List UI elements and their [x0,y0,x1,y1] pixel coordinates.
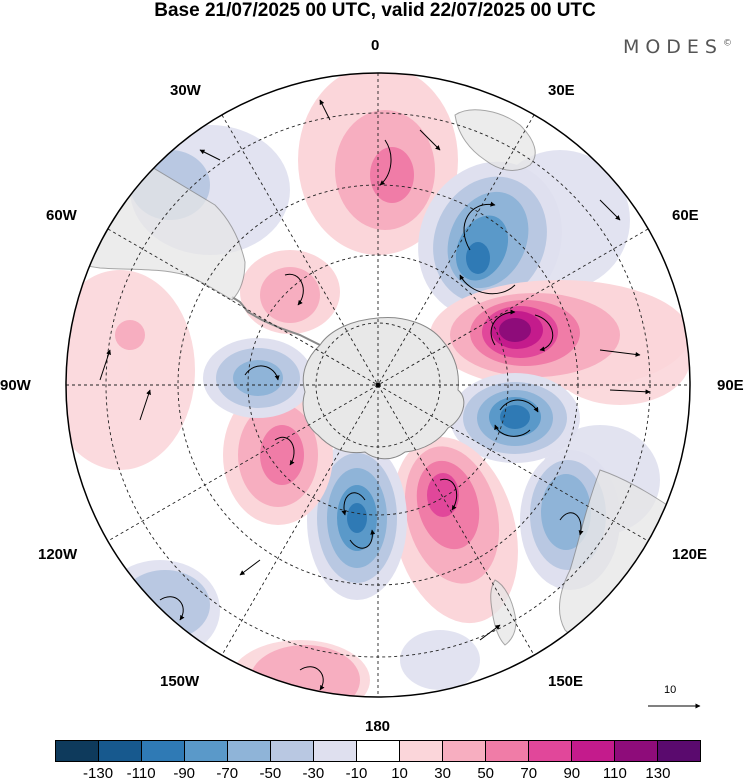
legend-swatch [442,741,485,761]
color-legend-bar [55,740,701,762]
legend-swatch [184,741,227,761]
color-legend-ticks: -130 -110 -90 -70 -50 -30 -10 10 30 50 70 90 110 130 [0,765,750,783]
legend-tick-label: 70 [520,765,538,782]
lon-label-90e: 90E [717,377,744,394]
lon-label-120e: 120E [672,546,708,563]
modes-brand-logo: MODES© [623,36,732,58]
legend-tick-label: 90 [563,765,581,782]
lon-label-180: 180 [365,718,391,735]
legend-swatch [56,741,98,761]
legend-tick-label: -130 [83,765,114,782]
legend-tick-label: -10 [345,765,368,782]
legend-swatch [528,741,571,761]
legend-tick-label: -50 [259,765,282,782]
anomaly-negative-140w [120,570,210,640]
legend-swatch [270,741,313,761]
legend-swatch [485,741,528,761]
lon-label-60e: 60E [672,207,699,224]
brand-text: MODES [622,36,723,58]
anomaly-positive-85w [115,320,145,350]
legend-swatch [657,741,700,761]
reference-vector-label: 10 [664,684,677,696]
antarctic-peninsula [231,296,321,346]
anomaly-positive-125w [223,385,333,525]
lon-label-150e: 150E [548,673,584,690]
map-border [65,72,691,698]
legend-swatch [614,741,657,761]
legend-swatch [399,741,442,761]
map-title: Base 21/07/2025 00 UTC, valid 22/07/2025… [154,0,596,21]
lon-label-150w: 150W [160,673,200,690]
wind-vectors [99,99,651,691]
legend-swatch [571,741,614,761]
lon-label-30e: 30E [548,82,575,99]
copyright-mark: © [723,38,732,49]
anomaly-negative-170w [307,440,407,600]
map-disc-content [66,73,690,697]
south-pole-marker [375,382,381,388]
legend-tick-label: -110 [126,765,156,782]
legend-tick-label: 30 [434,765,451,782]
legend-swatch [313,741,356,761]
legend-tick-label: 110 [602,765,627,782]
anomaly-negative-100e [450,373,580,463]
anomaly-negative-90w [203,338,313,418]
legend-tick-label: -90 [173,765,196,782]
legend-tick-label: 10 [391,765,408,782]
legend-tick-label: 50 [477,765,494,782]
anomaly-positive-155e [392,436,518,624]
legend-swatch [141,741,184,761]
legend-tick-label: -70 [216,765,239,782]
lon-label-120w: 120W [38,546,78,563]
legend-swatch [98,741,141,761]
anomaly-positive-75e [430,280,690,390]
anomaly-positive-55w [240,250,340,334]
lon-label-60w: 60W [46,207,77,224]
africa-landmass [454,109,536,171]
lon-label-0: 0 [371,37,380,54]
legend-swatch [227,741,270,761]
anomaly-positive-160w [250,645,360,697]
legend-tick-label: -30 [302,765,325,782]
lon-label-90w: 90W [0,377,31,394]
legend-swatch [356,741,399,761]
anomaly-negative-45e [418,161,562,319]
legend-tick-label: 130 [645,765,671,782]
lon-label-30w: 30W [170,82,201,99]
